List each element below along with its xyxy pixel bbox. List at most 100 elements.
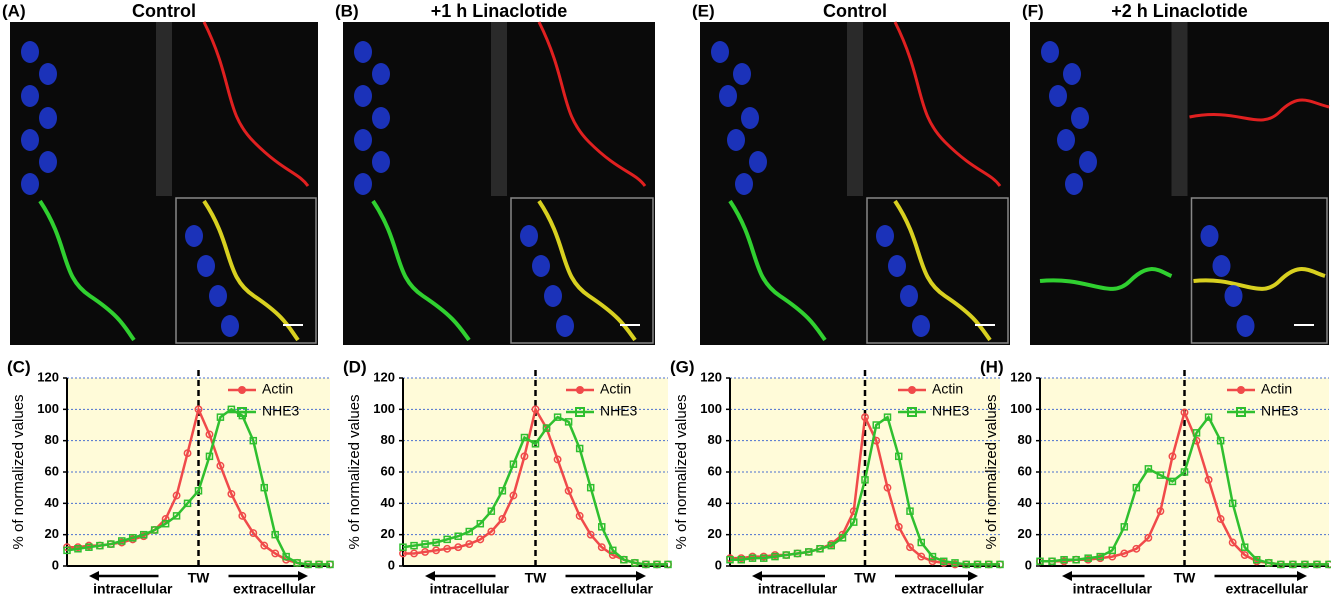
data-point <box>917 538 925 547</box>
data-point <box>410 541 418 550</box>
data-point <box>172 512 181 520</box>
data-point <box>861 476 869 484</box>
y-tick-label: 0 <box>715 557 722 572</box>
data-point <box>1120 549 1129 558</box>
merge-stain <box>202 199 300 342</box>
data-point <box>85 543 93 551</box>
nucleus <box>1063 63 1081 85</box>
data-point <box>315 560 323 569</box>
arrow-head <box>298 571 308 581</box>
data-point <box>760 554 768 562</box>
merge-stain <box>537 199 637 342</box>
nucleus <box>354 41 372 63</box>
data-point <box>1120 523 1129 531</box>
y-tick-label: 60 <box>45 463 59 478</box>
y-tick-label: 60 <box>1018 463 1032 478</box>
nucleus <box>900 285 918 307</box>
data-point <box>1132 544 1141 553</box>
nucleus <box>888 255 906 277</box>
annotation: extracellular <box>1226 581 1309 597</box>
data-point <box>1204 475 1213 484</box>
data-point <box>1289 560 1297 569</box>
arrow-head <box>968 571 978 581</box>
legend-label: NHE3 <box>1261 403 1299 419</box>
panel-label: (D) <box>343 357 367 376</box>
data-point <box>421 540 429 548</box>
actin-stain <box>1189 98 1330 122</box>
legend-label: Actin <box>262 381 293 397</box>
data-point <box>1240 551 1249 559</box>
data-point <box>161 519 170 528</box>
data-point <box>249 436 258 445</box>
panel-label: (A) <box>2 1 26 20</box>
legend-marker <box>237 407 247 417</box>
series-line <box>1040 414 1329 566</box>
nucleus <box>749 151 767 173</box>
data-point <box>1192 429 1201 437</box>
data-point <box>631 559 639 567</box>
data-point <box>271 530 279 539</box>
nucleus <box>1236 315 1255 337</box>
merge-frame <box>175 197 317 344</box>
data-point <box>1180 468 1189 476</box>
nucleus <box>1049 85 1067 107</box>
y-tick-label: 100 <box>37 401 59 416</box>
data-point <box>917 552 926 561</box>
data-point <box>1060 555 1068 564</box>
legend-marker <box>575 407 585 417</box>
panel-title: +2 h Linaclotide <box>1111 1 1248 21</box>
image-divider <box>156 22 172 196</box>
data-point <box>465 540 474 549</box>
data-point <box>172 491 181 500</box>
series-line <box>402 415 668 566</box>
data-point <box>1168 452 1177 461</box>
nucleus <box>354 85 372 107</box>
data-point <box>748 554 757 562</box>
nucleus <box>520 225 538 247</box>
y-tick-label: 120 <box>700 369 722 384</box>
data-point <box>487 507 496 515</box>
nucleus <box>39 107 57 129</box>
nucleus <box>185 225 203 247</box>
legend-marker <box>1236 407 1246 417</box>
nhe3-stain <box>38 199 136 342</box>
nucleus <box>544 285 562 307</box>
nucleus <box>876 225 894 247</box>
data-point <box>509 460 518 468</box>
data-point <box>1156 507 1165 516</box>
data-point <box>553 413 562 421</box>
panel-title: +1 h Linaclotide <box>431 1 568 21</box>
nucleus <box>39 151 57 173</box>
data-point <box>432 546 441 555</box>
nucleus <box>372 151 390 173</box>
y-tick-label: 80 <box>45 432 59 447</box>
nhe3-stain <box>1039 267 1173 291</box>
nucleus <box>354 129 372 151</box>
annotation: intracellular <box>758 581 838 597</box>
data-point <box>1108 546 1116 555</box>
data-point <box>575 444 584 453</box>
data-point <box>96 541 104 550</box>
nucleus <box>21 129 39 151</box>
data-point <box>216 461 225 470</box>
panel-title: Control <box>823 1 887 21</box>
annotation: extracellular <box>901 581 984 597</box>
data-point <box>249 529 258 538</box>
data-point <box>1265 559 1273 567</box>
image-divider <box>847 22 863 196</box>
data-point <box>793 549 802 558</box>
nucleus <box>1057 129 1075 151</box>
data-point <box>872 421 880 429</box>
y-tick-label: 20 <box>45 526 59 541</box>
data-point <box>326 560 334 569</box>
data-point <box>1301 560 1309 569</box>
data-point <box>1156 471 1165 479</box>
legend-label: NHE3 <box>600 403 638 419</box>
data-point <box>260 541 269 550</box>
data-point <box>1096 552 1104 561</box>
legend-label: Actin <box>1261 381 1292 397</box>
legend-marker <box>238 386 246 394</box>
data-point <box>454 543 463 552</box>
data-point <box>664 560 672 569</box>
legend-marker <box>1237 386 1245 394</box>
